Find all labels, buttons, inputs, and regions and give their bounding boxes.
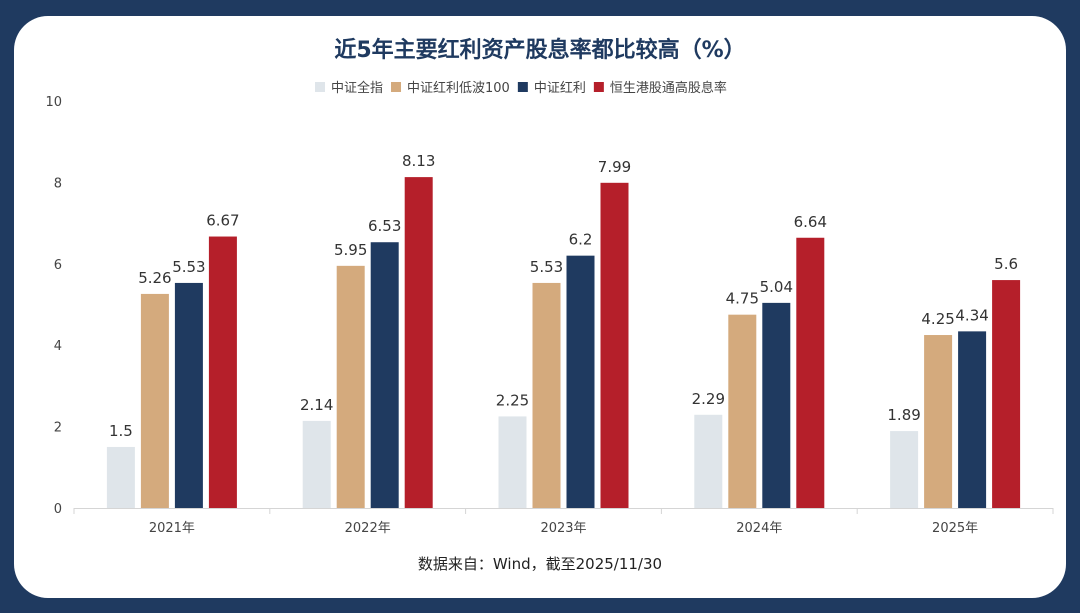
bars: 1.55.265.536.672.145.956.538.132.255.536…: [106, 152, 1021, 508]
y-tick-label: 8: [54, 176, 62, 191]
data-label: 4.34: [955, 306, 988, 324]
data-label: 2.14: [300, 396, 333, 414]
bar: [140, 293, 169, 508]
data-label: 6.53: [368, 217, 401, 235]
bar: [728, 314, 757, 508]
y-tick-label: 0: [54, 502, 62, 517]
x-axis: 2021年 2022年 2023年 2024年 2025年: [73, 508, 1054, 536]
data-label: 5.95: [334, 241, 367, 259]
bar: [762, 302, 791, 508]
legend-swatch: [391, 82, 402, 92]
x-tick-label: 2021年: [149, 521, 195, 536]
data-label: 8.13: [402, 152, 435, 170]
data-label: 1.5: [109, 422, 133, 440]
bar: [208, 236, 237, 508]
bar: [498, 416, 527, 508]
data-label: 2.25: [496, 391, 529, 409]
y-tick-label: 6: [54, 258, 62, 273]
y-tick-label: 4: [54, 339, 62, 354]
data-label: 5.53: [172, 258, 205, 276]
data-label: 4.25: [921, 310, 954, 328]
source-note: 数据来自：Wind，截至2025/11/30: [418, 555, 662, 573]
data-label: 7.99: [598, 158, 631, 176]
legend-swatch: [315, 82, 325, 92]
y-tick-label: 10: [45, 95, 62, 110]
bar: [106, 446, 135, 508]
data-label: 2.29: [692, 390, 725, 408]
bar: [336, 265, 365, 508]
x-tick-label: 2023年: [540, 521, 586, 536]
legend-swatch: [517, 82, 528, 92]
bar: [796, 237, 825, 508]
x-tick-label: 2022年: [345, 521, 391, 536]
data-label: 5.26: [138, 269, 171, 287]
legend-swatch: [593, 82, 604, 92]
bar: [302, 420, 331, 508]
bar: [370, 242, 399, 508]
chart-title: 近5年主要红利资产股息率都比较高（%）: [334, 37, 745, 63]
x-tick-label: 2025年: [932, 521, 978, 536]
data-label: 4.75: [726, 290, 759, 308]
bar: [600, 182, 629, 508]
data-label: 5.04: [760, 278, 793, 296]
y-tick-label: 2: [54, 421, 62, 436]
bar: [404, 177, 433, 508]
y-axis: 0 2 4 6 8 10: [45, 95, 62, 517]
legend-label: 中证红利: [534, 80, 586, 96]
bar: [566, 255, 595, 508]
legend-label: 恒生港股通高股息率: [610, 80, 727, 96]
legend-label: 中证全指: [331, 80, 383, 96]
x-tick-label: 2024年: [736, 521, 782, 536]
bar: [174, 282, 203, 508]
data-label: 6.67: [206, 212, 239, 230]
bar: [532, 282, 561, 508]
data-label: 5.53: [530, 258, 563, 276]
bar: [924, 335, 953, 508]
bar: [958, 331, 987, 508]
bar: [694, 414, 723, 508]
data-label: 5.6: [994, 255, 1018, 273]
data-label: 6.2: [569, 231, 593, 249]
data-label: 6.64: [794, 213, 827, 231]
data-label: 1.89: [887, 406, 920, 424]
legend: 中证全指 中证红利低波100 中证红利 恒生港股通高股息率: [315, 80, 727, 96]
bar: [890, 431, 919, 508]
bar: [992, 280, 1021, 508]
legend-label: 中证红利低波100: [407, 80, 510, 96]
